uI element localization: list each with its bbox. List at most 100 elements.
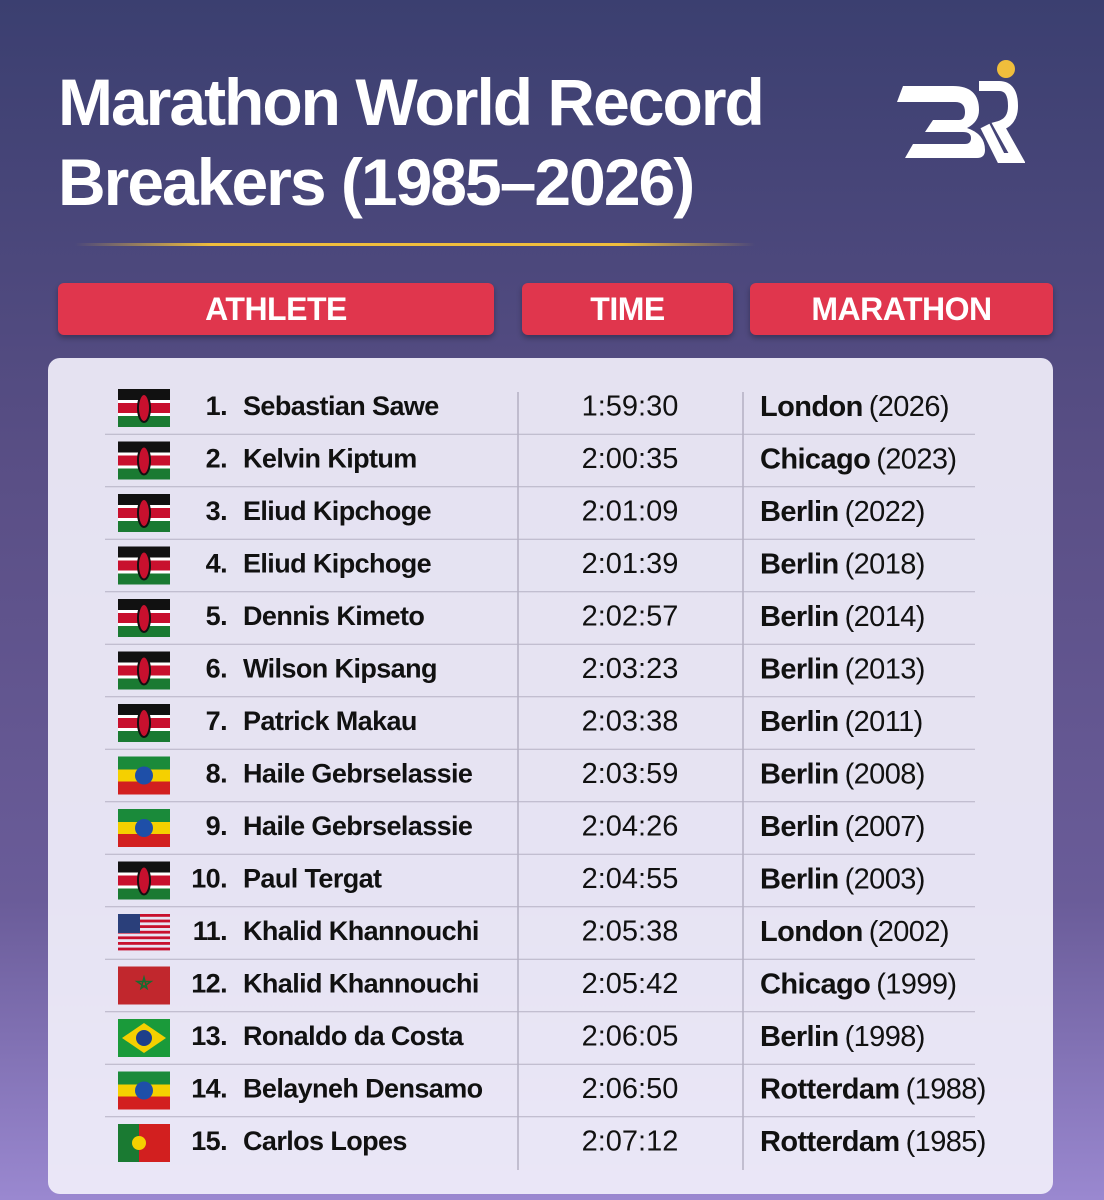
rank: 12.: [191, 969, 227, 999]
marathon-city: Berlin: [760, 601, 839, 633]
finish-time: 2:06:05: [582, 1021, 679, 1053]
athlete-name: Khalid Khannouchi: [243, 916, 479, 946]
flag-part: [132, 1136, 146, 1150]
marathon-city: Berlin: [760, 496, 839, 528]
flag-part: [137, 708, 151, 738]
flag-part: [118, 942, 170, 945]
marathon: Berlin (2011): [760, 706, 923, 738]
athlete-name: Belayneh Densamo: [243, 1074, 483, 1104]
flag: [118, 494, 170, 532]
flag-part: [118, 930, 170, 934]
finish-time: 2:00:35: [582, 443, 679, 475]
flag-part: [135, 766, 153, 785]
flag-part: [137, 550, 151, 581]
divider: [75, 243, 755, 246]
marathon-city: Berlin: [760, 758, 839, 790]
flag-part: [137, 655, 151, 686]
flag: [118, 441, 170, 480]
athlete-name: Wilson Kipsang: [243, 654, 437, 684]
marathon-year: (1988): [906, 1073, 986, 1105]
rank: 3.: [206, 496, 227, 526]
finish-time: 1:59:30: [582, 391, 679, 423]
column-header: TIME: [522, 283, 733, 335]
athlete-name: Haile Gebrselassie: [243, 759, 473, 789]
marathon-year: (2022): [845, 496, 925, 528]
finish-time: 2:03:38: [582, 706, 679, 738]
rank: 11.: [193, 916, 227, 946]
finish-time: 2:07:12: [582, 1126, 679, 1158]
marathon-city: Berlin: [760, 811, 839, 843]
marathon: London (2002): [760, 916, 949, 948]
rank: 10.: [191, 864, 227, 894]
rank: 8.: [206, 759, 227, 789]
finish-time: 2:05:42: [582, 968, 679, 1000]
finish-time: 2:04:55: [582, 863, 679, 895]
flag-part: [118, 919, 170, 923]
marathon-year: (1985): [906, 1126, 986, 1158]
marathon-city: Rotterdam: [760, 1073, 900, 1105]
marathon: Berlin (2013): [760, 653, 925, 685]
flag-part: [118, 756, 170, 770]
rank: 4.: [206, 549, 227, 579]
rank: 2.: [206, 444, 227, 474]
flag: [118, 599, 170, 637]
marathon-year: (2002): [869, 916, 949, 948]
finish-time: 2:03:23: [582, 653, 679, 685]
flag: [118, 389, 170, 427]
marathon-city: Berlin: [760, 863, 839, 895]
marathon: Berlin (2014): [760, 601, 925, 633]
marathon: Berlin (2007): [760, 811, 925, 843]
flag-part: [118, 781, 170, 795]
marathon: Chicago (1999): [760, 968, 956, 1000]
finish-time: 2:03:59: [582, 758, 679, 790]
flag-part: [118, 925, 170, 928]
logo: [897, 60, 1025, 163]
flag: [118, 966, 170, 1005]
marathon-city: Berlin: [760, 1021, 839, 1053]
flag-part: [136, 1030, 152, 1046]
flag-part: [137, 603, 151, 633]
marathon-year: (2011): [845, 706, 923, 738]
flag-part: [137, 498, 151, 528]
athlete-name: Sebastian Sawe: [243, 391, 439, 421]
flag-part: [118, 914, 170, 917]
marathon-city: Chicago: [760, 968, 870, 1000]
flag: [118, 1124, 170, 1162]
title: Marathon World Record Breakers (1985–202…: [58, 65, 765, 219]
flag-part: [118, 1124, 139, 1162]
athlete-name: Dennis Kimeto: [243, 601, 424, 631]
marathon-year: (2008): [845, 758, 925, 790]
rank: 5.: [206, 601, 227, 631]
flag-part: [134, 974, 154, 991]
column-header: MARATHON: [750, 283, 1053, 335]
flag-part: [137, 393, 151, 423]
flag: [118, 651, 170, 690]
rank: 9.: [206, 811, 227, 841]
athlete-name: Kelvin Kiptum: [243, 444, 417, 474]
marathon: Berlin (1998): [760, 1021, 925, 1053]
flag-part: [135, 819, 153, 837]
column-header: ATHLETE: [58, 283, 494, 335]
rank: 15.: [191, 1126, 227, 1156]
marathon-city: Berlin: [760, 653, 839, 685]
marathon-year: (2026): [869, 391, 949, 423]
table-panel: [48, 358, 1053, 1194]
marathon: Berlin (2003): [760, 863, 925, 895]
flag-part: [135, 1081, 153, 1100]
finish-time: 2:06:50: [582, 1073, 679, 1105]
flag-part: [118, 936, 170, 940]
flag-part: [118, 947, 170, 951]
athlete-name: Ronaldo da Costa: [243, 1021, 464, 1051]
flag: [118, 756, 170, 795]
marathon-year: (2023): [876, 443, 956, 475]
marathon: London (2026): [760, 391, 949, 423]
marathon-year: (1998): [845, 1021, 925, 1053]
athlete-name: Haile Gebrselassie: [243, 811, 473, 841]
marathon: Rotterdam (1988): [760, 1073, 986, 1105]
finish-time: 2:04:26: [582, 811, 679, 843]
marathon-city: Berlin: [760, 548, 839, 580]
flag: [118, 914, 170, 951]
finish-time: 2:01:39: [582, 548, 679, 580]
athlete-name: Eliud Kipchoge: [243, 496, 432, 526]
